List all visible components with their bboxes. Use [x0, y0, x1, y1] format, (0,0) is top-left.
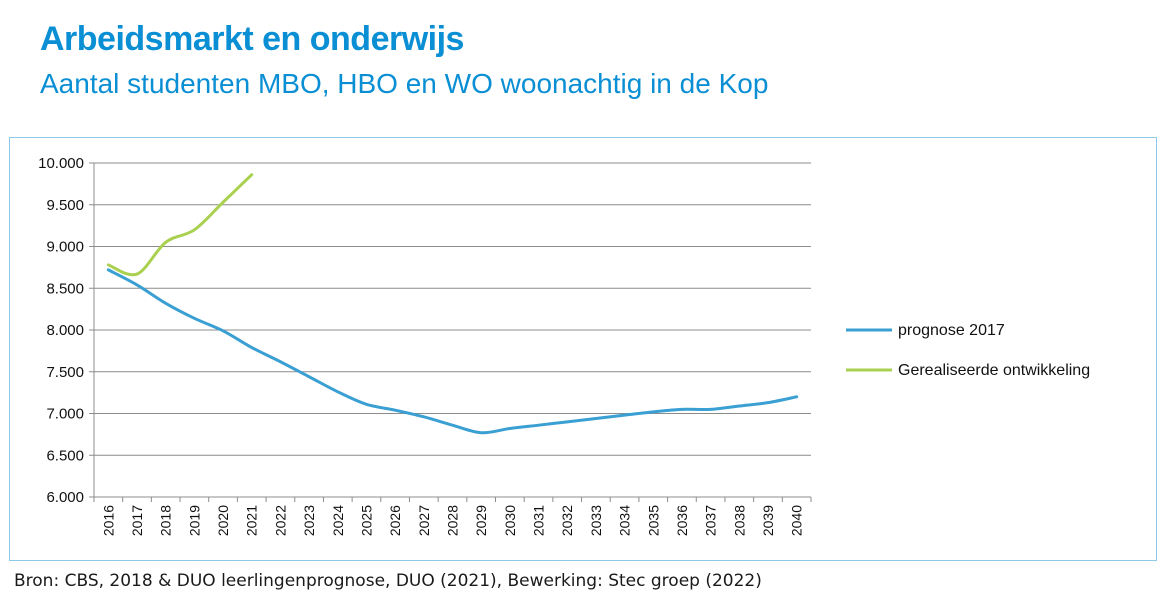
y-tick-label: 8.000 — [46, 322, 84, 339]
y-tick-label: 6.000 — [46, 489, 84, 506]
y-tick-label: 9.500 — [46, 197, 84, 214]
page-subtitle: Aantal studenten MBO, HBO en WO woonacht… — [40, 68, 768, 100]
gridlines — [94, 163, 811, 455]
x-tick-label: 2025 — [358, 505, 374, 536]
legend-label-gerealiseerde-ontwikkeling: Gerealiseerde ontwikkeling — [898, 362, 1090, 379]
x-tick-label: 2016 — [100, 505, 116, 536]
chart-frame: 6.000 6.500 7.000 7.500 8.000 8.500 9.000 9.500… — [9, 137, 1157, 561]
x-tick-label: 2027 — [416, 505, 432, 536]
y-tick-label: 6.500 — [46, 447, 84, 464]
x-tick-label: 2031 — [531, 505, 547, 536]
x-tick-label: 2021 — [244, 505, 260, 536]
x-tick-label: 2018 — [158, 505, 174, 536]
x-tick-label: 2020 — [215, 505, 231, 536]
line-chart: 6.000 6.500 7.000 7.500 8.000 8.500 9.000 9.500… — [10, 138, 1156, 560]
x-tick-label: 2036 — [674, 505, 690, 536]
series-lines — [107, 173, 798, 434]
source-note: Bron: CBS, 2018 & DUO leerlingenprognose… — [14, 571, 762, 591]
x-tick-label: 2032 — [559, 505, 575, 536]
y-tick-label: 7.000 — [46, 406, 84, 423]
x-tick-label: 2026 — [387, 505, 403, 536]
series-line-gerealiseerde-ontwikkeling — [108, 175, 251, 275]
x-tick-label: 2017 — [129, 505, 145, 536]
x-tick-label: 2030 — [502, 505, 518, 536]
x-tick-label: 2038 — [731, 505, 747, 536]
legend-label-prognose-2017: prognose 2017 — [898, 322, 1005, 339]
y-tick-label: 9.000 — [46, 239, 84, 256]
y-tick-labels: 6.000 6.500 7.000 7.500 8.000 8.500 9.000 9.500… — [38, 155, 84, 506]
x-tick-label: 2037 — [703, 505, 719, 536]
y-tick-label: 7.500 — [46, 364, 84, 381]
x-tick-label: 2033 — [588, 505, 604, 536]
x-tick-label: 2035 — [645, 505, 661, 536]
x-tick-label: 2029 — [473, 505, 489, 536]
y-tick-label: 8.500 — [46, 280, 84, 297]
x-tick-label: 2028 — [445, 505, 461, 536]
x-tick-labels: 2016 2017 2018 2019 2020 2021 2022 2023 2024 2025… — [100, 505, 804, 536]
x-tick-label: 2040 — [789, 505, 805, 536]
x-tick-label: 2022 — [272, 505, 288, 536]
x-tick-label: 2039 — [760, 505, 776, 536]
x-tick-label: 2023 — [301, 505, 317, 536]
page-title: Arbeidsmarkt en onderwijs — [40, 20, 464, 59]
series-line-prognose-2017 — [108, 270, 796, 433]
legend: prognose 2017 Gerealiseerde ontwikkeling — [846, 322, 1090, 379]
axes — [89, 163, 811, 502]
x-tick-label: 2019 — [186, 505, 202, 536]
x-tick-label: 2024 — [330, 505, 346, 536]
x-tick-label: 2034 — [617, 505, 633, 536]
y-tick-label: 10.000 — [38, 155, 84, 172]
